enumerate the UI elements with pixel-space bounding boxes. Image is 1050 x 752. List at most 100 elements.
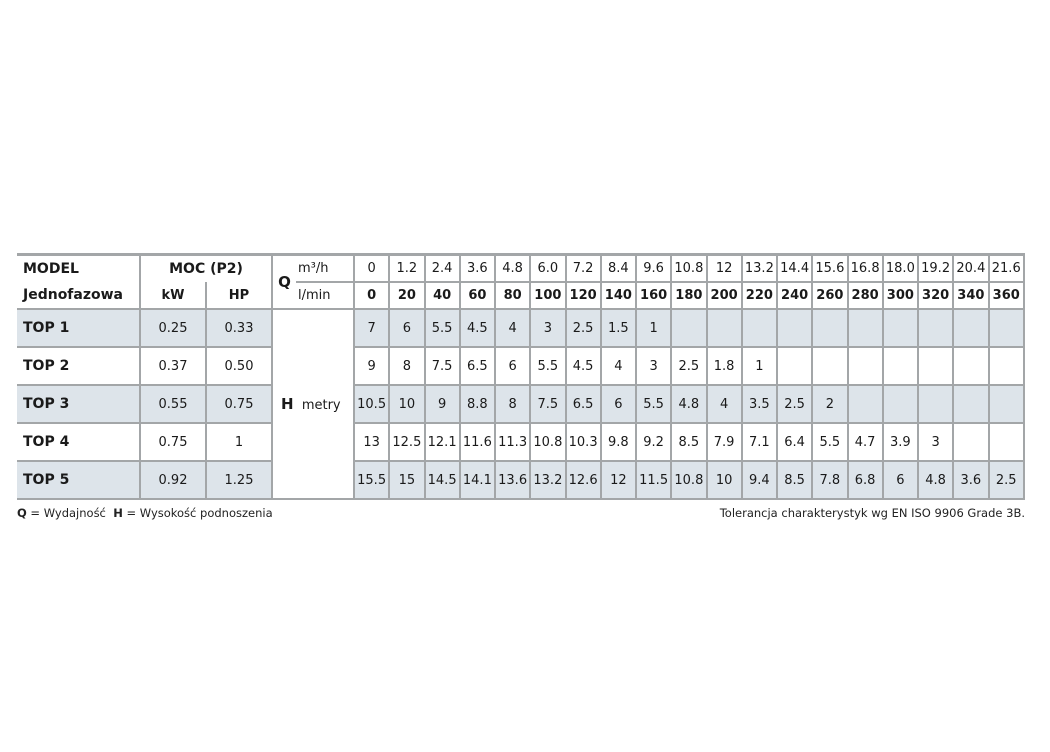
- table-row: TOP 2 0.37 0.50 9 8 7.5 6.5 6 5.5 4.5 4 3 2.5 1.8 1: [17, 346, 1025, 386]
- head-value: [916, 346, 955, 386]
- h-legend-symbol: H: [113, 506, 123, 520]
- head-value: [670, 308, 708, 348]
- head-value: [987, 384, 1025, 424]
- legend-note: Q = Wydajność H = Wysokość podnoszenia: [17, 506, 273, 520]
- head-value: 8.5: [775, 460, 814, 500]
- head-value: 7: [352, 308, 391, 348]
- head-value: 9.2: [634, 422, 673, 462]
- power-hp: 0.33: [205, 308, 273, 348]
- head-value: 12.6: [564, 460, 602, 500]
- q-lmin-value: 20: [388, 281, 426, 310]
- model-name: TOP 4: [17, 422, 141, 462]
- q-m3h-value: 4.8: [493, 253, 532, 283]
- header-row-lmin: Jednofazowa kW HP l/min 0 20 40 60 80 100 120 1…: [17, 281, 1025, 310]
- q-lmin-value: 280: [846, 281, 884, 310]
- head-value: [987, 308, 1025, 348]
- head-value: 15.5: [352, 460, 391, 500]
- power-header: MOC (P2): [139, 253, 273, 282]
- head-value: [987, 422, 1025, 462]
- q-lmin-value: 340: [952, 281, 990, 310]
- q-lmin-value: 220: [740, 281, 779, 310]
- table-row: TOP 5 0.92 1.25 15.5 15 14.5 14.1 13.6 13.2 12.6 1…: [17, 460, 1025, 500]
- head-value: 3.5: [740, 384, 779, 424]
- table-row: TOP 4 0.75 1 13 12.5 12.1 11.6 11.3 10.8 10.3 9.8 9…: [17, 422, 1025, 462]
- q-unit-lmin: l/min: [296, 281, 355, 310]
- table-row: TOP 3 0.55 0.75 10.5 10 9 8.8 8 7.5 6.5 6 5.5 4.8 4 3.…: [17, 384, 1025, 424]
- head-value: 6: [493, 346, 532, 386]
- head-value: 7.1: [740, 422, 779, 462]
- head-value: 4.8: [670, 384, 708, 424]
- head-value: 3: [529, 308, 567, 348]
- model-name: TOP 5: [17, 460, 141, 500]
- q-unit-m3h: m³/h: [296, 253, 355, 283]
- head-value: 7.8: [811, 460, 849, 500]
- q-m3h-value: 16.8: [846, 253, 884, 283]
- q-lmin-value: 80: [493, 281, 532, 310]
- power-kw: 0.75: [139, 422, 207, 462]
- head-value: 12.5: [388, 422, 426, 462]
- power-kw: 0.25: [139, 308, 207, 348]
- head-value: 1: [740, 346, 779, 386]
- head-value: 8.8: [458, 384, 497, 424]
- head-value: 13.6: [493, 460, 532, 500]
- q-lmin-value: 160: [634, 281, 673, 310]
- head-value: 2.5: [670, 346, 708, 386]
- q-lmin-value: 200: [705, 281, 743, 310]
- q-m3h-value: 6.0: [529, 253, 567, 283]
- head-value: 13.2: [529, 460, 567, 500]
- head-value: 6.5: [564, 384, 602, 424]
- head-value: [811, 346, 849, 386]
- power-kw: 0.92: [139, 460, 207, 500]
- head-value: 5.5: [423, 308, 461, 348]
- model-name: TOP 1: [17, 308, 141, 348]
- head-value: 6.5: [458, 346, 497, 386]
- q-lmin-value: 300: [881, 281, 920, 310]
- head-value: 11.3: [493, 422, 532, 462]
- q-m3h-value: 3.6: [458, 253, 497, 283]
- head-value: 14.5: [423, 460, 461, 500]
- head-value: 14.1: [458, 460, 497, 500]
- q-lmin-value: 240: [775, 281, 814, 310]
- h-symbol: H: [281, 395, 294, 413]
- head-value: 4: [493, 308, 532, 348]
- head-value: 2: [811, 384, 849, 424]
- head-value: [952, 384, 990, 424]
- q-m3h-value: 2.4: [423, 253, 461, 283]
- head-value: 9.8: [599, 422, 638, 462]
- head-value: 9.4: [740, 460, 779, 500]
- head-value: 9: [352, 346, 391, 386]
- head-value: [846, 346, 884, 386]
- head-value: 6.8: [846, 460, 884, 500]
- power-hp: 0.50: [205, 346, 273, 386]
- head-value: 4.5: [458, 308, 497, 348]
- q-lmin-value: 360: [987, 281, 1025, 310]
- q-m3h-value: 21.6: [987, 253, 1025, 283]
- q-m3h-value: 18.0: [881, 253, 920, 283]
- head-value: 10: [388, 384, 426, 424]
- head-value: [811, 308, 849, 348]
- head-value: 10.5: [352, 384, 391, 424]
- head-value: 3: [916, 422, 955, 462]
- head-value: 4.7: [846, 422, 884, 462]
- q-m3h-value: 10.8: [670, 253, 708, 283]
- head-value: 6: [881, 460, 920, 500]
- h-unit-label: H metry: [271, 308, 355, 500]
- q-lmin-value: 320: [916, 281, 955, 310]
- head-value: 3.6: [952, 460, 990, 500]
- q-m3h-value: 1.2: [388, 253, 426, 283]
- head-value: [952, 346, 990, 386]
- model-subheader: Jednofazowa: [17, 282, 141, 310]
- head-value: [775, 346, 814, 386]
- head-value: [775, 308, 814, 348]
- head-value: [881, 384, 920, 424]
- head-value: 7.5: [423, 346, 461, 386]
- head-value: 1.5: [599, 308, 638, 348]
- tolerance-note: Tolerancja charakterystyk wg EN ISO 9906…: [719, 506, 1025, 520]
- q-symbol: Q: [271, 253, 296, 310]
- head-value: 12.1: [423, 422, 461, 462]
- q-m3h-value: 7.2: [564, 253, 602, 283]
- head-value: [952, 422, 990, 462]
- q-m3h-value: 12: [705, 253, 743, 283]
- head-value: [740, 308, 779, 348]
- head-value: 3.9: [881, 422, 920, 462]
